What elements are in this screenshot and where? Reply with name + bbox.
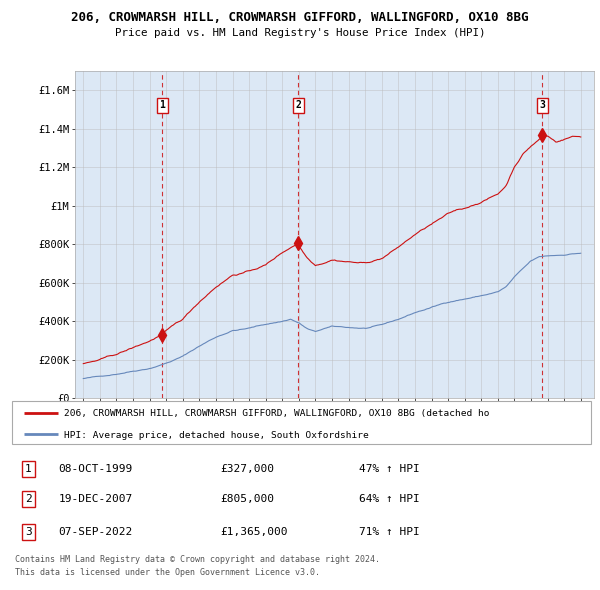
Text: £805,000: £805,000 — [220, 494, 274, 504]
Text: 64% ↑ HPI: 64% ↑ HPI — [359, 494, 420, 504]
Text: HPI: Average price, detached house, South Oxfordshire: HPI: Average price, detached house, Sout… — [64, 431, 369, 440]
Text: 07-SEP-2022: 07-SEP-2022 — [58, 527, 133, 537]
Text: Price paid vs. HM Land Registry's House Price Index (HPI): Price paid vs. HM Land Registry's House … — [115, 28, 485, 38]
Text: 206, CROWMARSH HILL, CROWMARSH GIFFORD, WALLINGFORD, OX10 8BG (detached ho: 206, CROWMARSH HILL, CROWMARSH GIFFORD, … — [64, 409, 490, 418]
Text: 1: 1 — [160, 100, 166, 110]
Text: 3: 3 — [539, 100, 545, 110]
Text: 47% ↑ HPI: 47% ↑ HPI — [359, 464, 420, 474]
Text: 1: 1 — [25, 464, 32, 474]
Text: £327,000: £327,000 — [220, 464, 274, 474]
Text: 2: 2 — [25, 494, 32, 504]
Text: 71% ↑ HPI: 71% ↑ HPI — [359, 527, 420, 537]
Text: 3: 3 — [25, 527, 32, 537]
Text: 19-DEC-2007: 19-DEC-2007 — [58, 494, 133, 504]
Text: 206, CROWMARSH HILL, CROWMARSH GIFFORD, WALLINGFORD, OX10 8BG: 206, CROWMARSH HILL, CROWMARSH GIFFORD, … — [71, 11, 529, 24]
Text: Contains HM Land Registry data © Crown copyright and database right 2024.: Contains HM Land Registry data © Crown c… — [15, 555, 380, 563]
Text: This data is licensed under the Open Government Licence v3.0.: This data is licensed under the Open Gov… — [15, 568, 320, 576]
Text: £1,365,000: £1,365,000 — [220, 527, 288, 537]
Text: 08-OCT-1999: 08-OCT-1999 — [58, 464, 133, 474]
Text: 2: 2 — [295, 100, 301, 110]
